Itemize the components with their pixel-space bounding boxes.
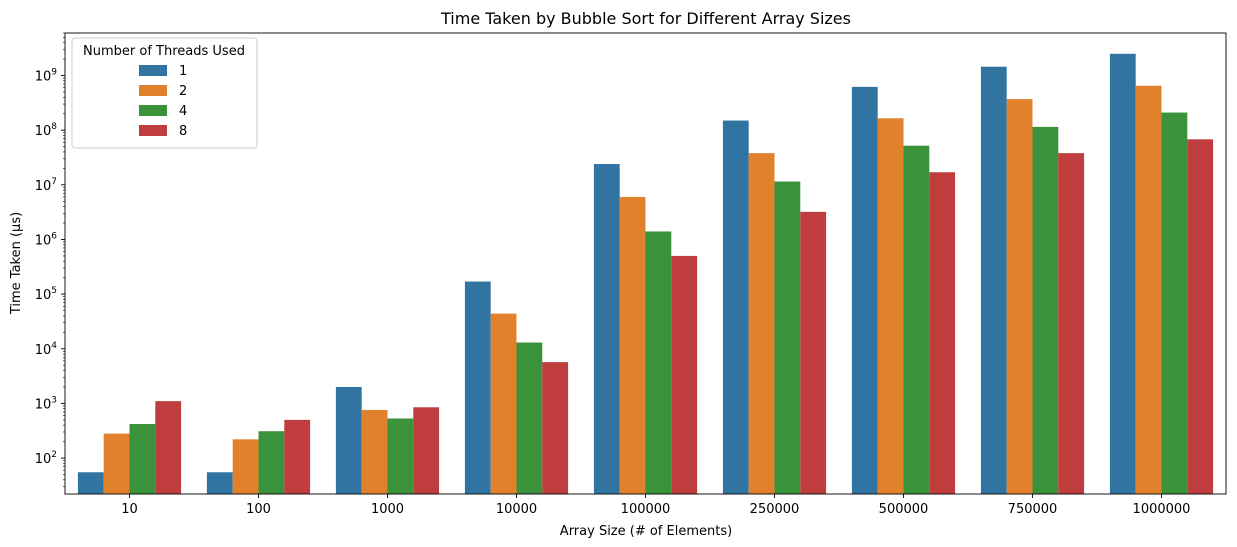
bar-threads-4-size-1000 [387, 418, 414, 494]
bar-threads-8-size-1000000 [1187, 139, 1214, 494]
bar-threads-4-size-750000 [1032, 126, 1059, 495]
y-tick-label: 103 [35, 395, 57, 412]
bar-threads-4-size-100 [258, 431, 285, 494]
y-axis: 102 103 104 105 106 107 108 109 [35, 32, 65, 487]
bar-threads-1-size-750000 [980, 66, 1007, 495]
x-tick-label: 750000 [1008, 502, 1058, 517]
bar-threads-8-size-1000 [413, 407, 440, 494]
legend-label-4: 4 [179, 104, 187, 119]
legend-label-1: 1 [179, 64, 187, 79]
x-tick-label: 100 [246, 502, 271, 517]
bar-threads-1-size-1000 [335, 386, 362, 494]
y-tick-label: 105 [35, 286, 57, 303]
bar-threads-2-size-750000 [1006, 99, 1033, 495]
legend-swatch-2 [139, 85, 167, 96]
legend-label-2: 2 [179, 84, 187, 99]
legend: Number of Threads Used 1 2 4 8 [71, 37, 258, 149]
bar-threads-2-size-1000000 [1135, 85, 1162, 494]
bar-threads-1-size-1000000 [1109, 53, 1136, 494]
bar-threads-4-size-10 [129, 424, 156, 494]
y-tick-label: 106 [35, 231, 58, 248]
y-tick-label: 102 [35, 450, 57, 467]
bar-threads-8-size-10000 [542, 362, 569, 494]
legend-label-8: 8 [179, 124, 187, 139]
legend-swatch-1 [139, 65, 167, 76]
bars-group [77, 53, 1214, 495]
y-tick-label: 107 [35, 177, 57, 194]
x-tick-label: 250000 [750, 502, 800, 517]
bar-threads-8-size-250000 [800, 211, 827, 495]
bar-threads-1-size-250000 [722, 120, 749, 495]
bar-threads-1-size-500000 [851, 86, 878, 495]
x-tick-label: 100000 [621, 502, 671, 517]
bar-threads-2-size-10 [103, 433, 130, 494]
bar-threads-1-size-10000 [464, 281, 491, 494]
y-tick-label: 109 [35, 68, 58, 85]
x-axis-label: Array Size (# of Elements) [560, 524, 732, 539]
bar-threads-1-size-100000 [593, 164, 620, 495]
bar-threads-8-size-10 [155, 401, 182, 494]
bar-threads-2-size-1000 [361, 409, 388, 494]
bar-threads-2-size-100 [232, 439, 259, 494]
legend-title: Number of Threads Used [83, 44, 245, 59]
y-axis-label: Time Taken (μs) [9, 212, 24, 315]
legend-swatch-4 [139, 105, 167, 116]
y-tick-label: 104 [35, 341, 58, 358]
bar-threads-4-size-250000 [774, 181, 801, 494]
bar-threads-4-size-1000000 [1161, 112, 1188, 494]
bar-threads-2-size-100000 [619, 196, 646, 494]
bar-threads-8-size-750000 [1058, 153, 1085, 494]
bar-threads-2-size-250000 [748, 153, 775, 494]
x-axis: 10 100 1000 10000 100000 250000 500000 750000 10… [121, 494, 1190, 517]
x-tick-label: 1000000 [1133, 502, 1191, 517]
x-tick-label: 10 [121, 502, 138, 517]
bar-threads-4-size-500000 [903, 145, 930, 494]
bar-threads-8-size-100 [284, 419, 311, 494]
bar-threads-1-size-100 [206, 472, 233, 494]
bar-threads-2-size-10000 [490, 313, 517, 494]
bar-threads-4-size-100000 [645, 231, 672, 495]
legend-swatch-8 [139, 125, 167, 136]
x-tick-label: 10000 [496, 502, 537, 517]
chart-title: Time Taken by Bubble Sort for Different … [440, 9, 851, 28]
bar-threads-2-size-500000 [877, 118, 904, 494]
plot-frame [64, 32, 1227, 495]
y-tick-label: 108 [35, 122, 58, 139]
bar-threads-8-size-500000 [929, 172, 956, 495]
bar-threads-1-size-10 [77, 472, 104, 494]
bar-threads-4-size-10000 [516, 342, 543, 494]
bar-threads-8-size-100000 [671, 255, 698, 494]
x-tick-label: 1000 [371, 502, 404, 517]
x-tick-label: 500000 [879, 502, 929, 517]
